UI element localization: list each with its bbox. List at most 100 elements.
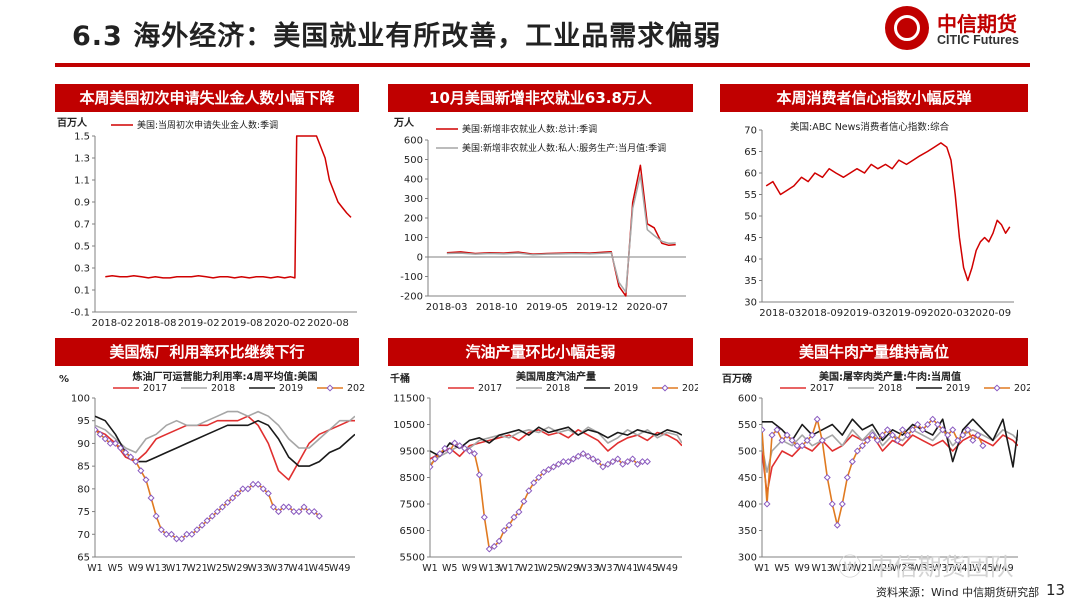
y-tick-label: 95 <box>77 416 90 427</box>
data-point <box>249 480 257 488</box>
data-point <box>183 530 191 538</box>
data-point <box>768 431 776 439</box>
chart-subtitle: 炼油厂可运营能力利用率:4周平均值:美国 <box>133 370 318 383</box>
data-point <box>456 442 464 450</box>
data-point <box>904 431 912 439</box>
data-point <box>280 503 288 511</box>
data-point <box>979 442 987 450</box>
x-tick-label: W13 <box>479 563 500 574</box>
data-point <box>545 466 553 474</box>
y-tick-label: 1.1 <box>74 176 90 187</box>
x-tick-label: W13 <box>811 563 832 574</box>
data-point <box>269 503 277 511</box>
y-tick-label: 8500 <box>400 473 425 484</box>
x-tick-label: W5 <box>108 563 123 574</box>
data-point <box>234 489 242 497</box>
legend-label: 美国:当周初次申请失业金人数:季调 <box>137 119 278 131</box>
data-point <box>939 426 947 434</box>
legend-label: 2018 <box>211 383 235 394</box>
series-line-美国:当周初次申请失业金人数:季调 <box>105 135 352 279</box>
data-point <box>899 426 907 434</box>
data-point <box>599 463 607 471</box>
x-tick-label: W1 <box>87 563 102 574</box>
series-line-2019 <box>762 418 1018 468</box>
data-point <box>619 460 627 468</box>
data-point <box>213 508 221 516</box>
x-tick-label: W5 <box>442 563 457 574</box>
panel-title-gasoline: 汽油产量环比小幅走弱 <box>388 338 693 366</box>
data-point <box>873 436 881 444</box>
x-tick-label: W25 <box>207 563 228 574</box>
data-point <box>604 460 612 468</box>
data-point <box>634 460 642 468</box>
legend-label: 2017 <box>810 383 834 394</box>
x-tick-label: W33 <box>247 563 268 574</box>
data-point <box>239 485 247 493</box>
series-line-2019 <box>430 426 682 458</box>
data-point <box>808 431 816 439</box>
data-point <box>929 415 937 423</box>
page-number: 13 <box>1046 581 1066 599</box>
data-point <box>609 458 617 466</box>
data-point <box>461 444 469 452</box>
x-tick-label: W21 <box>518 563 539 574</box>
data-point <box>188 530 196 538</box>
legend-marker <box>326 384 334 392</box>
data-point <box>638 458 646 466</box>
data-point <box>853 447 861 455</box>
y-tick-label: 400 <box>404 175 423 186</box>
x-tick-label: W5 <box>774 563 789 574</box>
y-tick-label: -100 <box>400 272 423 283</box>
x-tick-label: 2019-12 <box>576 302 618 313</box>
chart-subtitle: 美国周度汽油产量 <box>516 370 596 383</box>
y-tick-label: 300 <box>404 194 423 205</box>
y-tick-label: 10500 <box>393 420 425 431</box>
series-group <box>446 164 676 297</box>
x-tick-label: 2020-09 <box>969 308 1011 319</box>
data-point <box>584 452 592 460</box>
data-point <box>193 526 201 534</box>
y-tick-label: 600 <box>404 136 423 147</box>
page-title: 6.3 海外经济：美国就业有所改善，工业品需求偏弱 <box>72 21 722 52</box>
x-tick-label: W25 <box>538 563 559 574</box>
unit-label: 万人 <box>393 116 415 129</box>
x-tick-label: 2018-10 <box>476 302 518 313</box>
y-tick-label: 85 <box>77 462 90 473</box>
data-point <box>106 439 114 447</box>
panel-title-consumer-confidence: 本周消费者信心指数小幅反弹 <box>720 84 1028 112</box>
data-point <box>643 458 651 466</box>
data-point <box>431 455 439 463</box>
citic-logo-icon <box>885 6 929 50</box>
y-tick-label: 35 <box>744 276 757 287</box>
y-tick-label: 5500 <box>400 553 425 564</box>
x-tick-label: W45 <box>309 563 330 574</box>
data-point <box>594 458 602 466</box>
data-point <box>783 431 791 439</box>
unit-label: % <box>59 374 69 385</box>
data-point <box>894 436 902 444</box>
data-point <box>178 535 186 543</box>
x-tick-label: W29 <box>227 563 248 574</box>
data-point <box>147 494 155 502</box>
data-point <box>624 458 632 466</box>
x-tick-label: W37 <box>597 563 618 574</box>
data-point <box>579 450 587 458</box>
data-point <box>157 526 165 534</box>
data-point <box>305 508 313 516</box>
data-point <box>510 513 518 521</box>
legend-label: 美国:新增非农就业人数:私人:服务生产:当月值:季调 <box>462 142 666 154</box>
data-point <box>818 436 826 444</box>
x-tick-label: W29 <box>558 563 579 574</box>
series-line-美国:ABC News消费者信心指数:综合 <box>765 142 1011 282</box>
data-point <box>490 542 498 550</box>
data-point <box>259 485 267 493</box>
x-tick-label: W17 <box>498 563 519 574</box>
y-tick-label: 9500 <box>400 447 425 458</box>
data-point <box>828 500 836 508</box>
data-point <box>310 508 318 516</box>
data-point <box>300 503 308 511</box>
